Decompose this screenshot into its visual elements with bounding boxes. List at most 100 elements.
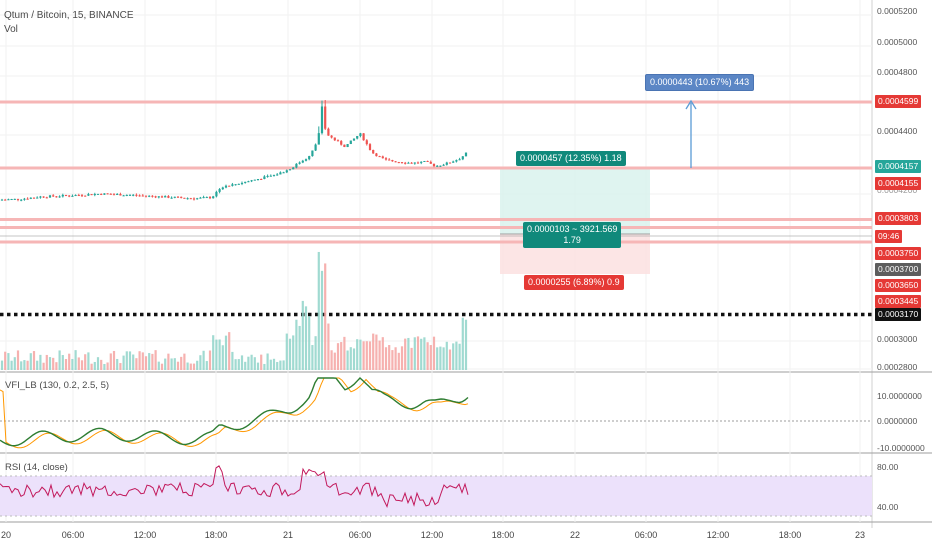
candle-body [164,196,167,198]
volume-bar [416,336,420,370]
volume-bar [448,349,452,370]
volume-bar [362,341,365,370]
price-tag-entry: 0.0003700 [875,263,922,276]
target-label[interactable]: 0.0000457 (12.35%) 1.18 [516,151,626,166]
volume-bar [452,343,455,370]
volume-legend[interactable]: Vol [4,24,18,35]
volume-bar [135,358,138,370]
candle-body [202,197,205,199]
volume-bar [144,356,148,370]
candle-body [407,162,410,164]
price-tag-stop: 0.0003445 [875,295,922,308]
volume-bar [112,350,116,370]
volume-bar [413,337,416,370]
candle-body [240,182,244,184]
candle-body [349,140,352,145]
volume-bar [74,350,77,370]
price-tag-level: 0.0003750 [875,247,922,260]
level-line-0004157[interactable] [0,166,872,170]
measure-label[interactable]: 0.0000443 (10.67%) 443 [645,74,755,91]
volume-bar [192,363,196,370]
candle-body [119,194,122,196]
price-tag-level: 0.0003650 [875,279,922,292]
measure-arrow[interactable] [685,99,697,168]
candle-body [122,195,125,197]
candle-body [340,141,343,145]
volume-bar [442,347,445,370]
level-line-0003750[interactable] [0,226,872,229]
candle-body [80,195,84,197]
volume-bar [167,353,170,370]
candle-body [388,159,391,161]
volume-bar [432,336,436,370]
candle-body [324,106,327,129]
candle-body [36,197,39,199]
volume-bar [64,358,68,370]
volume-bar [295,319,298,370]
candle-body [100,193,103,195]
candle-body [346,144,349,148]
symbol-title[interactable]: Qtum / Bitcoin, 15, BINANCE [4,10,134,21]
position-info-label[interactable]: 0.0000103 ~ 3921.569 1.79 [523,222,622,248]
volume-bar [429,345,432,370]
volume-bar [410,347,413,370]
candle-body [199,197,202,199]
volume-bar [324,263,327,370]
candle-body [71,195,74,197]
horizontal-levels[interactable] [0,100,872,317]
volume-bar [381,337,384,370]
candle-body [32,197,36,199]
candle-body [285,170,288,173]
candle-body [154,196,157,198]
volume-bar [269,359,272,370]
candle-body [413,162,416,164]
price-axis-label: 0.0005000 [877,37,918,47]
volume-bars [0,251,468,370]
time-axis-label: 12:00 [706,530,730,540]
volume-bar [384,347,388,370]
candle-body [106,193,109,195]
candle-body [183,197,186,199]
candle-body [359,133,362,137]
candle-body [272,174,276,176]
countdown-tag: 09:46 [875,230,903,243]
candle-body [247,181,250,183]
volume-bar [199,355,202,370]
volume-bar [154,350,157,370]
volume-bar [80,360,84,370]
rsi-title[interactable]: RSI (14, close) [5,462,68,473]
volume-bar [176,361,180,370]
volume-bar [240,355,244,370]
level-line-0003803[interactable] [0,218,872,221]
volume-bar [186,362,189,370]
volume-bar [180,356,183,370]
volume-bar [212,335,215,370]
volume-bar [125,351,128,370]
candle-body [224,185,228,188]
candle-body [439,165,442,167]
volume-bar [247,356,250,370]
candle-body [372,150,375,154]
volume-bar [68,353,71,370]
volume-bar [100,359,103,370]
volume-bar [173,358,176,370]
volume-bar [336,343,340,370]
level-line-0004599[interactable] [0,100,872,104]
level-line-0003650[interactable] [0,240,872,244]
candle-body [423,160,426,162]
candle-body [356,136,359,139]
volume-bar [71,358,74,370]
candle-body [234,184,237,186]
time-axis-label: 06:00 [348,530,372,540]
vfi-title[interactable]: VFI_LB (130, 0.2, 2.5, 5) [5,380,110,391]
volume-bar [253,357,256,370]
candle-body [176,196,180,198]
candle-body [266,175,269,177]
candle-body [26,198,29,200]
candle-body [416,162,420,164]
volume-bar [320,270,324,370]
stop-label[interactable]: 0.0000255 (6.89%) 0.9 [524,275,624,290]
rsi-line [0,465,469,509]
